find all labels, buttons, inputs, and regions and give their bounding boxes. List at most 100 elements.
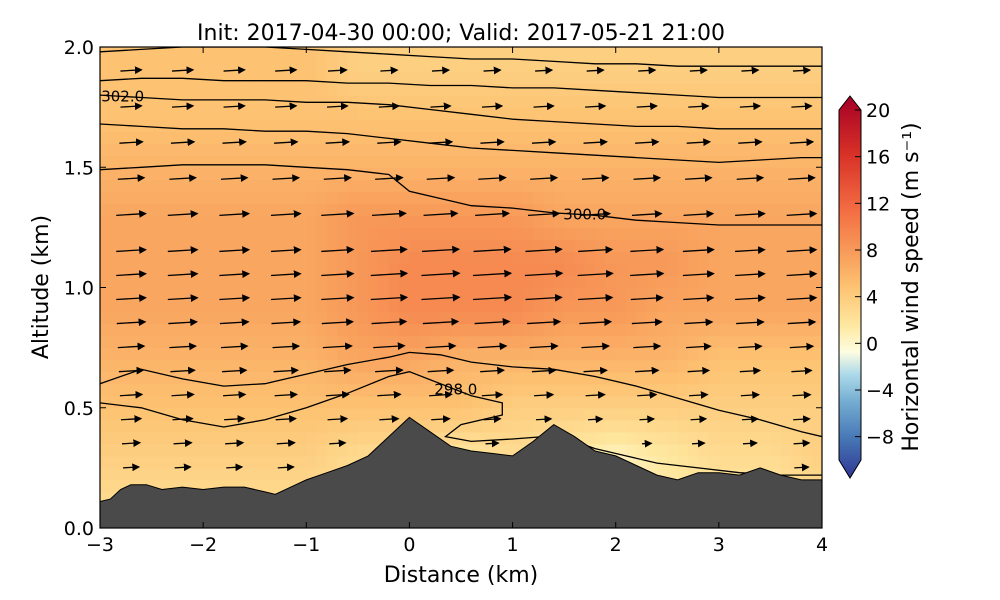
field-cell [130,323,142,337]
field-cell [399,47,411,60]
field-cell [636,419,648,433]
field-cell [368,263,380,277]
field-cell [141,275,153,289]
field-cell [419,359,431,373]
field-cell [656,455,668,469]
field-cell [667,335,679,349]
field-cell [213,323,225,337]
field-cell [626,311,637,325]
field-cell [626,167,637,180]
field-cell [749,179,761,192]
field-cell [626,455,637,469]
field-cell [203,323,215,337]
field-cell [234,119,245,132]
field-cell [770,143,782,156]
field-cell [615,407,627,421]
field-cell [316,455,328,469]
wind-vector [791,102,813,111]
field-cell [326,431,338,445]
field-cell [677,299,689,313]
field-cell [698,239,710,253]
field-cell [749,443,761,457]
field-cell [564,371,576,385]
field-cell [203,467,215,481]
field-cell [543,299,555,313]
field-cell [388,107,400,120]
field-cell [234,395,245,409]
field-cell [295,107,307,120]
field-cell [326,203,338,216]
wind-vector [686,342,712,351]
field-cell [120,83,132,96]
field-cell [399,239,411,253]
field-cell [378,143,390,156]
field-cell [182,311,194,325]
field-cell [450,227,462,240]
field-cell [130,335,142,349]
field-cell [595,239,606,253]
wind-vector [428,138,454,147]
wind-vector [370,269,409,278]
field-cell [450,359,462,373]
wind-vector [220,342,249,351]
field-cell [234,251,245,265]
field-cell [378,275,390,289]
wind-vector [421,245,461,254]
field-cell [182,431,194,445]
field-cell [409,395,421,409]
field-cell [749,107,761,120]
field-cell [729,131,741,144]
field-cell [378,215,390,228]
field-cell [522,287,534,301]
field-cell [368,419,380,433]
field-cell [388,203,400,216]
field-cell [636,407,648,421]
field-cell [770,83,782,96]
field-cell [244,251,256,265]
wind-vector [321,246,355,254]
field-cell [234,443,245,457]
field-cell [316,167,328,180]
field-cell [770,203,782,216]
field-cell [316,119,328,132]
field-cell [306,83,318,96]
field-cell [295,143,307,156]
field-cell [223,443,235,457]
field-cell [141,107,153,120]
field-cell [419,47,431,60]
field-cell [770,215,782,228]
field-cell [275,155,287,168]
field-cell [337,431,349,445]
field-cell [172,467,184,481]
field-cell [656,179,668,192]
field-cell [275,335,287,349]
field-cell [213,47,225,60]
field-cell [399,107,411,120]
field-cell [522,407,534,421]
field-cell [192,419,204,433]
field-cell [811,71,822,84]
field-cell [337,383,349,397]
field-cell [533,359,545,373]
field-cell [182,47,194,60]
field-cell [368,107,380,120]
field-cell [306,107,318,120]
field-cell [770,107,782,120]
field-cell [667,191,679,204]
field-cell [306,131,318,144]
field-cell [161,275,173,289]
field-cell [615,179,627,192]
field-cell [223,479,235,493]
field-cell [265,95,276,108]
field-cell [522,83,534,96]
field-cell [543,395,555,409]
x-tick-label: 1 [507,534,519,556]
field-cell [203,59,215,72]
field-cell [192,263,204,277]
field-cell [646,119,658,132]
field-cell [285,179,297,192]
field-cell [378,335,390,349]
wind-vector [430,102,452,111]
field-cell [151,347,163,361]
field-cell [677,227,689,240]
